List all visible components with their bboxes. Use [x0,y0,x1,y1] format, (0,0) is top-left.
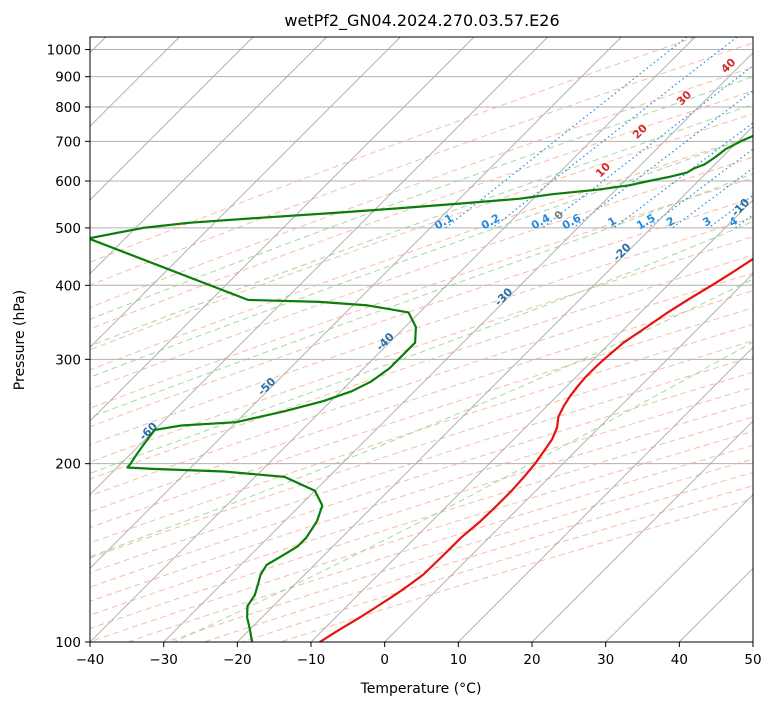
isotherm-line [237,125,753,642]
y-axis-label: Pressure (hPa) [12,290,28,390]
dry-adiabat-line [127,444,753,642]
x-tick-label: −40 [76,652,105,668]
dry-adiabat-line [90,323,753,544]
x-tick-label: 20 [523,652,540,668]
isotherm-line [90,37,548,496]
x-tick-label: −20 [223,652,252,668]
isotherm-line [458,346,753,642]
y-tick-label: 1000 [47,43,81,59]
isotherm-label: -70 [18,464,41,487]
moist-adiabat-line [90,76,753,320]
y-tick-label: 400 [55,278,81,294]
moist-adiabat-line [90,135,753,378]
y-axis: 100 200 300 400 500 600 700 800 900 1000 [47,43,90,651]
chart-title: wetPf2_GN04.2024.270.03.57.E26 [284,11,559,31]
x-tick-label: −30 [149,652,178,668]
dry-adiabat-line [90,254,753,480]
isotherm-line [90,37,475,422]
x-axis-label: Temperature (°C) [360,681,482,697]
isotherm-line [90,37,327,275]
dry-adiabat-line [90,66,753,309]
mixing-ratio-line [445,37,688,229]
isotherm-line [163,52,753,642]
isotherms [90,37,753,642]
mixing-ratio-label: 6 [766,214,775,229]
dry-adiabat-line [90,272,753,497]
isotherm-line [90,37,622,569]
isotherm-line [752,641,753,642]
dry-adiabat-line [90,37,696,263]
y-tick-label: 900 [55,70,81,86]
x-axis: −40 −30 −20 −10 0 10 20 30 40 50 [76,642,762,668]
y-tick-label: 700 [55,134,81,150]
dry-adiabat-line [90,430,753,642]
dry-adiabat-line [241,485,753,642]
y-tick-label: 500 [55,221,81,237]
x-tick-label: 50 [744,652,761,668]
plot-content: 0.10.20.40.611.52346810131620253036 -100… [18,37,775,642]
isotherm-line [90,37,401,348]
y-tick-label: 600 [55,174,81,190]
mixing-ratio-line [708,194,753,229]
x-tick-label: 30 [597,652,614,668]
dry-adiabat-line [90,90,753,330]
pressure-gridlines [90,49,753,642]
sounding-series [90,134,753,642]
isotherm-line [531,420,753,642]
dry-adiabat-line [165,458,753,642]
dry-adiabat-line [90,217,753,446]
isotherm-line [384,273,753,642]
mixing-ratio-line [542,65,753,229]
dry-adiabat-line [203,471,753,642]
x-tick-label: 0 [380,652,389,668]
x-tick-label: −10 [297,652,326,668]
dry-adiabat-line [90,236,753,463]
y-tick-label: 800 [55,100,81,116]
y-tick-label: 300 [55,352,81,368]
y-tick-label: 100 [55,635,81,651]
moist-adiabat-line [90,173,753,419]
moist-adiabat-line [173,341,753,642]
plot-frame [89,36,754,643]
plot-area [90,37,753,642]
isotherm-line [90,37,696,642]
moist-adiabat-line [90,278,753,558]
dry-adiabats [90,37,753,642]
mixing-ratio-line [647,148,753,229]
isotherm-line [90,37,254,201]
isotherm-line [605,494,753,642]
dry-adiabat-line [90,290,753,513]
moist-adiabats [90,76,753,642]
x-tick-label: 40 [671,652,688,668]
x-tick-label: 10 [450,652,467,668]
dry-adiabat-line [90,356,753,574]
y-tick-label: 200 [55,457,81,473]
mixing-ratio-line [572,89,753,229]
isotherm-line [310,199,753,642]
dry-adiabat-line [90,340,753,559]
temperature-profile [319,257,753,642]
dewpoint-profile [90,134,753,642]
dry-adiabat-line [90,307,753,529]
dry-adiabat-line [280,498,753,642]
dry-adiabat-line [90,113,753,351]
